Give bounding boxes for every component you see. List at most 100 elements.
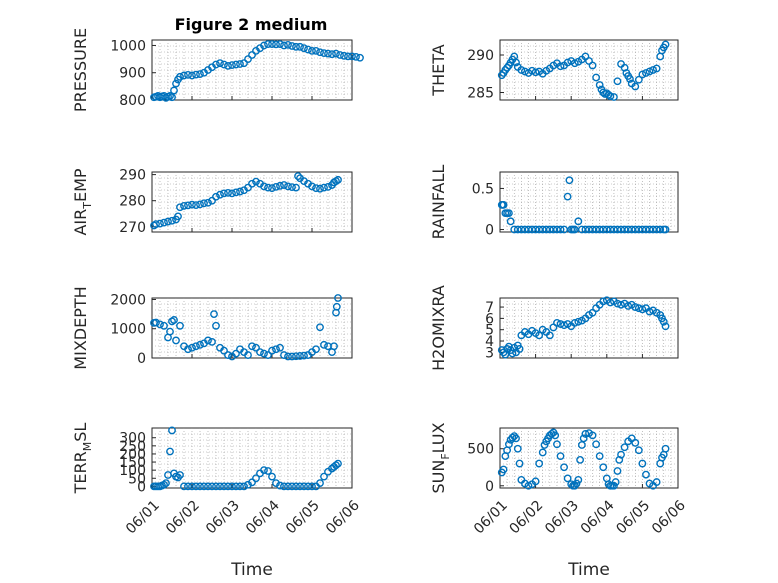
- data-point: [631, 82, 640, 91]
- data-point: [324, 49, 332, 58]
- data-point: [196, 70, 204, 78]
- data-point: [276, 343, 284, 352]
- data-point: [592, 225, 601, 234]
- data-point: [160, 321, 168, 330]
- data-point: [652, 478, 661, 486]
- data-point: [649, 66, 657, 74]
- data-point: [538, 225, 547, 234]
- data-point: [172, 336, 180, 345]
- data-point: [560, 225, 568, 234]
- data-point: [292, 482, 300, 491]
- data-point: [236, 60, 244, 68]
- y-tick-label: 1000: [110, 322, 146, 338]
- data-point: [216, 190, 224, 199]
- data-point: [166, 327, 174, 336]
- data-point: [563, 192, 572, 201]
- data-point: [220, 346, 228, 355]
- data-point: [634, 225, 643, 234]
- data-point: [176, 471, 184, 479]
- data-point: [585, 225, 593, 234]
- data-point: [220, 60, 228, 69]
- data-point: [168, 93, 176, 102]
- data-point: [156, 219, 164, 228]
- data-point: [634, 304, 643, 313]
- data-point: [188, 482, 196, 491]
- data-point: [631, 303, 640, 311]
- data-point: [300, 44, 308, 53]
- data-point: [570, 59, 579, 68]
- data-point: [276, 481, 284, 490]
- y-tick-label: 0: [485, 223, 494, 239]
- data-point: [208, 338, 216, 346]
- data-point: [626, 75, 634, 83]
- data-point: [248, 342, 256, 351]
- data-point: [232, 60, 240, 69]
- y-tick-label: 250: [119, 439, 146, 455]
- data-point: [517, 66, 526, 74]
- y-axis-label: SUNFLUX: [429, 422, 452, 493]
- data-point: [661, 40, 670, 49]
- data-point: [252, 177, 260, 186]
- data-point: [553, 225, 561, 234]
- data-point: [244, 55, 252, 63]
- y-tick-label: 5: [485, 323, 494, 339]
- data-point: [184, 482, 192, 491]
- data-point: [268, 346, 276, 355]
- data-point: [610, 225, 618, 234]
- x-axis-label: Time: [230, 560, 273, 580]
- y-tick-label: 3: [485, 345, 494, 361]
- data-point: [284, 352, 292, 361]
- data-point: [332, 49, 340, 58]
- data-point: [264, 467, 272, 475]
- data-point: [164, 217, 172, 226]
- data-point: [661, 444, 670, 453]
- data-point: [232, 482, 240, 491]
- data-point: [308, 182, 316, 191]
- data-point: [292, 352, 300, 361]
- y-tick-label: 270: [119, 220, 146, 236]
- data-point: [499, 200, 508, 209]
- data-point: [152, 318, 160, 327]
- data-point: [236, 187, 244, 196]
- panel-mixdepth: 0 1000 2000 MIXDEPTH: [71, 286, 353, 370]
- data-point: [280, 181, 288, 189]
- data-point: [240, 59, 248, 68]
- y-tick-label: 0.5: [472, 181, 494, 197]
- data-point: [162, 479, 170, 488]
- data-point: [204, 482, 212, 491]
- data-point: [192, 70, 200, 79]
- data-point: [356, 53, 364, 62]
- data-point: [288, 42, 296, 50]
- data-point: [538, 448, 547, 457]
- y-tick-label: 200: [119, 447, 146, 463]
- data-point: [531, 68, 540, 77]
- data-point: [212, 192, 220, 201]
- y-tick-label: 800: [119, 93, 146, 109]
- data-point: [208, 196, 216, 205]
- data-point: [228, 189, 236, 198]
- data-point: [284, 41, 292, 49]
- data-point: [348, 52, 356, 61]
- y-axis-label: PRESSURE: [71, 28, 90, 112]
- data-point: [656, 225, 665, 234]
- data-point: [268, 184, 276, 193]
- data-point: [228, 482, 236, 491]
- data-point: [292, 42, 300, 51]
- data-point: [184, 201, 192, 210]
- data-point: [606, 225, 615, 234]
- data-point: [545, 225, 554, 234]
- data-point: [200, 199, 208, 208]
- y-tick-label: 280: [119, 194, 146, 210]
- data-point: [581, 225, 590, 234]
- y-tick-label: 285: [467, 86, 494, 102]
- data-point: [631, 438, 640, 447]
- data-point: [204, 336, 212, 345]
- data-point: [613, 299, 622, 308]
- data-point: [570, 319, 579, 327]
- data-point: [592, 73, 601, 82]
- data-point: [352, 53, 360, 61]
- data-point: [320, 49, 328, 57]
- data-point: [549, 225, 558, 234]
